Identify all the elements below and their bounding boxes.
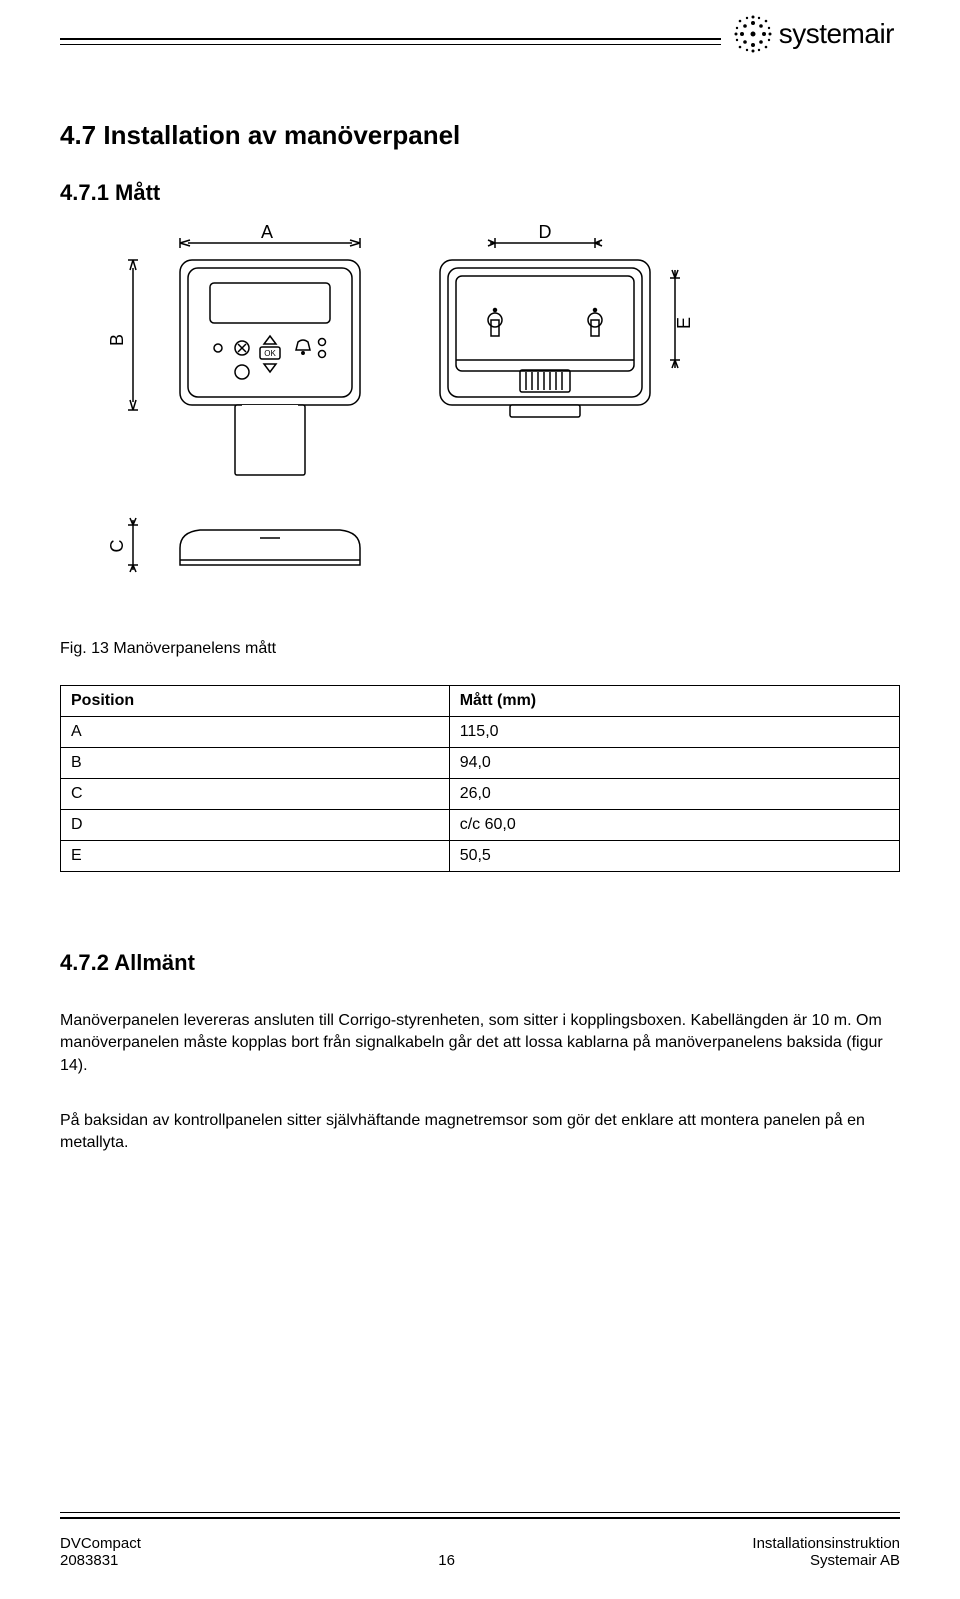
- table-header-value: Mått (mm): [449, 686, 899, 717]
- table-row: D c/c 60,0: [61, 810, 900, 841]
- brand-name: systemair: [779, 18, 894, 50]
- table-row: E 50,5: [61, 841, 900, 872]
- table-row: A 115,0: [61, 717, 900, 748]
- table-row: B 94,0: [61, 748, 900, 779]
- dim-label-d: D: [539, 222, 552, 242]
- footer-rule-inner: [60, 1512, 900, 1513]
- brand-mark-icon: [733, 14, 773, 54]
- dim-label-e: E: [674, 317, 694, 329]
- brand-logo: systemair: [721, 14, 900, 54]
- dim-label-b: B: [107, 334, 127, 346]
- table-header-position: Position: [61, 686, 450, 717]
- footer-page-number: 16: [141, 1552, 753, 1569]
- dimensions-table: Position Mått (mm) A 115,0 B 94,0 C 26,0…: [60, 685, 900, 872]
- section-title: 4.7 Installation av manöverpanel: [60, 120, 460, 151]
- subsection-1-title: 4.7.1 Mått: [60, 180, 160, 206]
- footer-product: DVCompact: [60, 1535, 141, 1552]
- footer-rule-outer: [60, 1517, 900, 1519]
- paragraph-1: Manöverpanelen levereras ansluten till C…: [60, 1010, 900, 1077]
- subsection-2-title: 4.7.2 Allmänt: [60, 950, 195, 976]
- dim-label-c: C: [107, 540, 127, 553]
- page-footer: DVCompact 2083831 16 Installationsinstru…: [60, 1535, 900, 1569]
- dim-label-a: A: [261, 222, 273, 242]
- footer-company: Systemair AB: [752, 1552, 900, 1569]
- svg-text:OK: OK: [264, 349, 276, 358]
- footer-doc-title: Installationsinstruktion: [752, 1535, 900, 1552]
- dimension-diagram: A B OK: [100, 220, 720, 600]
- footer-docnum: 2083831: [60, 1552, 141, 1569]
- figure-caption: Fig. 13 Manöverpanelens mått: [60, 640, 276, 658]
- table-row: C 26,0: [61, 779, 900, 810]
- paragraph-2: På baksidan av kontrollpanelen sitter sj…: [60, 1110, 900, 1155]
